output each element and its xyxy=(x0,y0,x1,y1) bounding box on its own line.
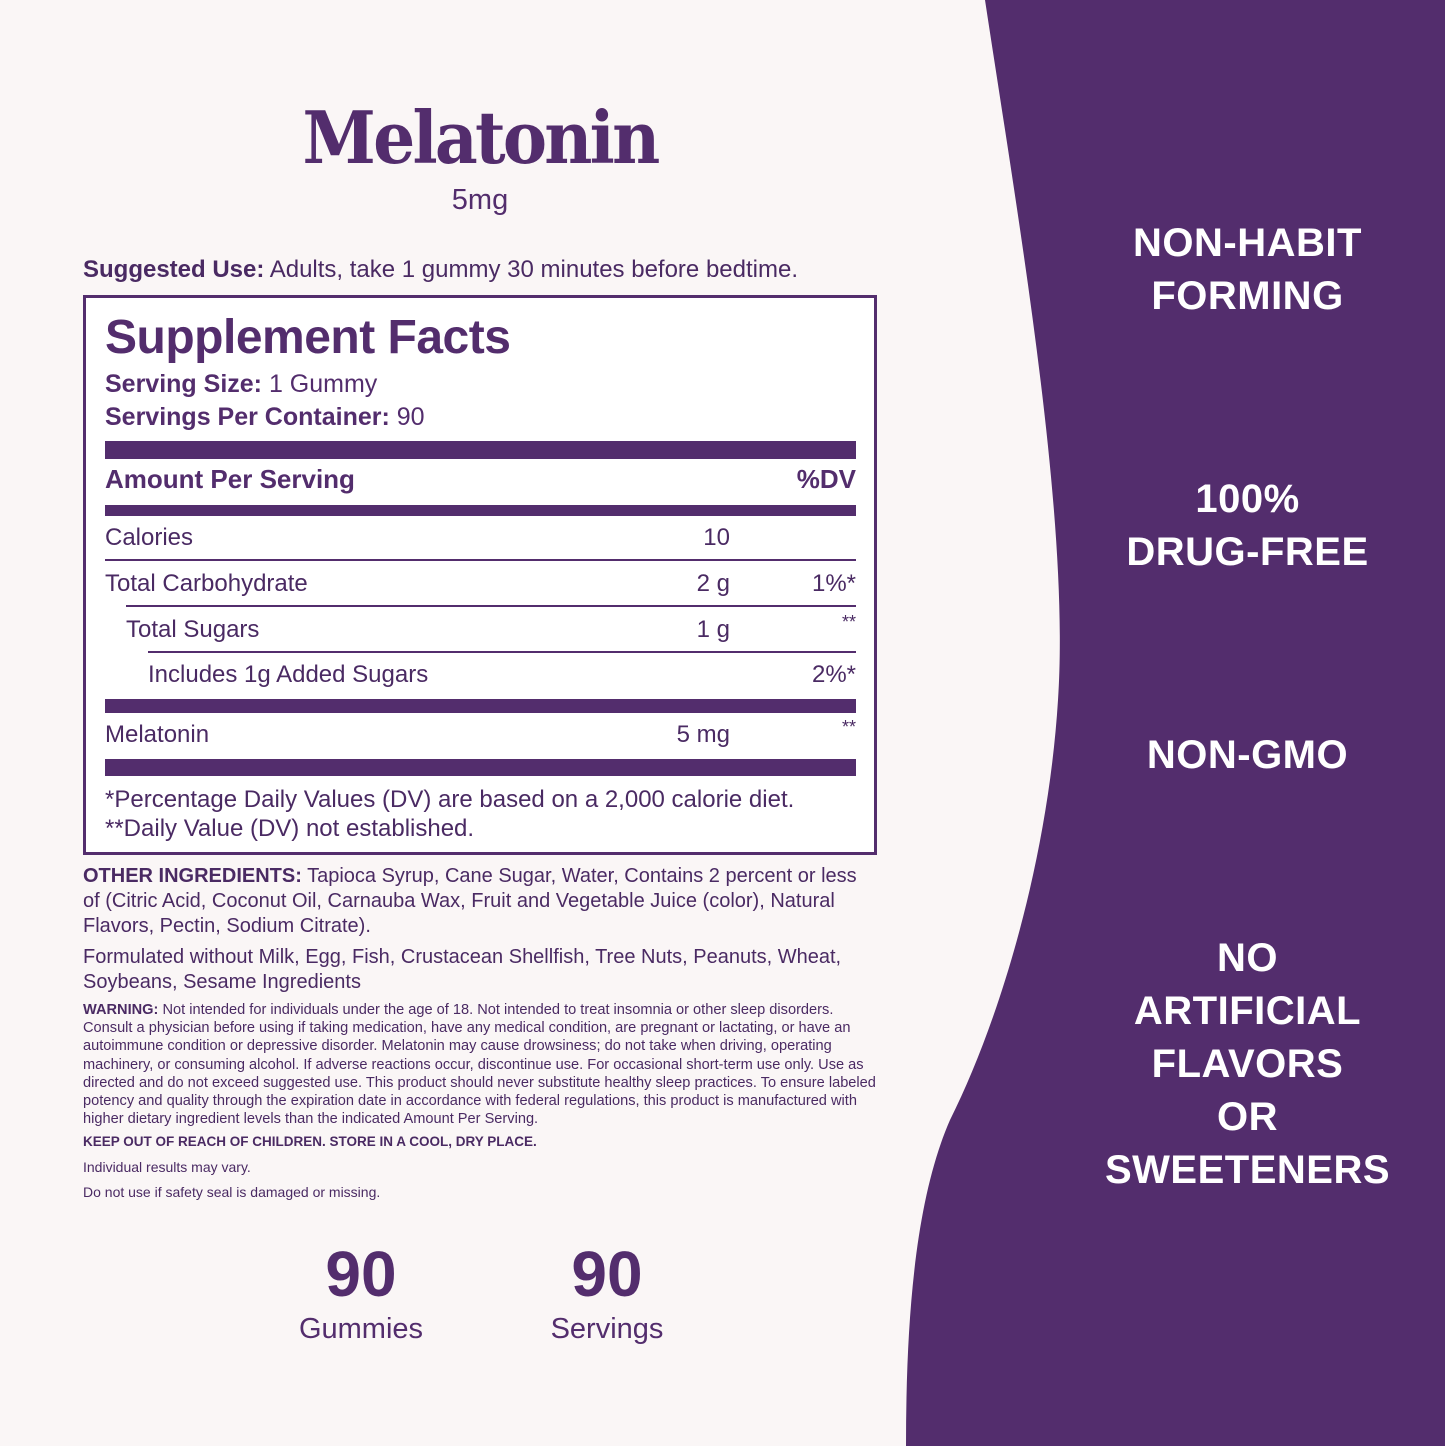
suggested-use: Suggested Use: Adults, take 1 gummy 30 m… xyxy=(83,256,798,284)
row-amount: 5 mg xyxy=(676,721,730,748)
product-title: Melatonin xyxy=(302,95,661,180)
warning-label: WARNING: xyxy=(83,1002,159,1018)
stat-servings: 90 Servings xyxy=(507,1236,707,1346)
stat-gummies: 90 Gummies xyxy=(261,1236,461,1346)
claim-line: FLAVORS xyxy=(1151,1042,1344,1086)
serving-size: Serving Size: 1 Gummy xyxy=(105,370,377,399)
serving-size-value: 1 Gummy xyxy=(262,370,378,398)
facts-row-total-sugars: Total Sugars 1 g ** xyxy=(105,612,856,656)
keep-out-notice: KEEP OUT OF REACH OF CHILDREN. STORE IN … xyxy=(83,1134,537,1149)
servings-label: Servings Per Container: xyxy=(105,403,390,431)
heavy-divider xyxy=(105,441,856,459)
row-name: Includes 1g Added Sugars xyxy=(148,661,429,688)
suggested-use-label: Suggested Use: xyxy=(83,256,265,283)
row-name: Melatonin xyxy=(105,721,210,748)
claim-line: NON-GMO xyxy=(1146,733,1349,777)
claim-drug-free: 100% DRUG-FREE xyxy=(1050,473,1445,579)
stat-label: Servings xyxy=(550,1313,664,1345)
servings-per-container: Servings Per Container: 90 xyxy=(105,403,425,432)
footnote-not-established: **Daily Value (DV) not established. xyxy=(105,815,475,842)
row-amount: 10 xyxy=(703,524,730,551)
facts-row-total-carbohydrate: Total Carbohydrate 2 g 1%* xyxy=(105,570,856,610)
claim-line: NON-HABIT xyxy=(1133,221,1362,265)
claim-line: SWEETENERS xyxy=(1104,1148,1391,1192)
servings-value: 90 xyxy=(389,403,425,431)
row-divider xyxy=(126,605,856,607)
row-dv: 2%* xyxy=(811,661,856,688)
product-dose: 5mg xyxy=(451,184,509,216)
warning-text: WARNING: Not intended for individuals un… xyxy=(83,1001,883,1128)
claim-non-habit-forming: NON-HABIT FORMING xyxy=(1050,217,1445,323)
medium-divider xyxy=(105,699,856,713)
row-dv: ** xyxy=(841,612,856,632)
seal-notice: Do not use if safety seal is damaged or … xyxy=(83,1184,381,1200)
row-divider xyxy=(105,559,856,561)
heavy-divider xyxy=(105,759,856,776)
allergen-statement: Formulated without Milk, Egg, Fish, Crus… xyxy=(83,946,842,993)
results-disclaimer: Individual results may vary. xyxy=(83,1159,251,1175)
claim-line: 100% xyxy=(1195,477,1300,521)
row-dv: 1%* xyxy=(811,570,856,597)
claim-line: OR xyxy=(1217,1095,1278,1139)
facts-title: Supplement Facts xyxy=(105,311,511,364)
row-amount: 1 g xyxy=(696,616,730,643)
claim-no-artificial: NO ARTIFICIAL FLAVORS OR SWEETENERS xyxy=(1050,932,1445,1197)
facts-row-added-sugars: Includes 1g Added Sugars 2%* xyxy=(105,661,856,701)
serving-size-label: Serving Size: xyxy=(105,370,262,398)
ingredients-text: Tapioca Syrup, Cane Sugar, Water, Contai… xyxy=(83,865,857,937)
dv-header: %DV xyxy=(796,464,856,494)
row-name: Total Carbohydrate xyxy=(105,570,308,597)
supplement-facts-panel: Supplement Facts Serving Size: 1 Gummy S… xyxy=(83,295,877,855)
stat-label: Gummies xyxy=(298,1313,424,1345)
facts-row-calories: Calories 10 xyxy=(105,524,856,564)
ingredients-label: OTHER INGREDIENTS: xyxy=(83,865,302,887)
amount-per-serving-header: Amount Per Serving xyxy=(105,464,355,494)
row-amount: 2 g xyxy=(696,570,730,597)
claim-line: ARTIFICIAL xyxy=(1133,989,1362,1033)
claim-non-gmo: NON-GMO xyxy=(1050,729,1445,782)
claim-line: DRUG-FREE xyxy=(1126,530,1369,574)
footnote-dv: *Percentage Daily Values (DV) are based … xyxy=(105,786,795,813)
stat-value: 90 xyxy=(325,1238,397,1310)
claim-line: FORMING xyxy=(1151,274,1344,318)
warning-body: Not intended for individuals under the a… xyxy=(83,1002,876,1128)
stat-value: 90 xyxy=(571,1238,643,1310)
medium-divider xyxy=(105,505,856,516)
row-name: Total Sugars xyxy=(126,616,260,643)
facts-row-melatonin: Melatonin 5 mg ** xyxy=(105,717,856,761)
row-dv: ** xyxy=(841,717,856,737)
other-ingredients: OTHER INGREDIENTS: Tapioca Syrup, Cane S… xyxy=(83,864,873,939)
row-divider xyxy=(148,651,856,653)
suggested-use-text: Adults, take 1 gummy 30 minutes before b… xyxy=(264,256,798,283)
row-name: Calories xyxy=(105,524,194,551)
claim-line: NO xyxy=(1217,936,1278,980)
